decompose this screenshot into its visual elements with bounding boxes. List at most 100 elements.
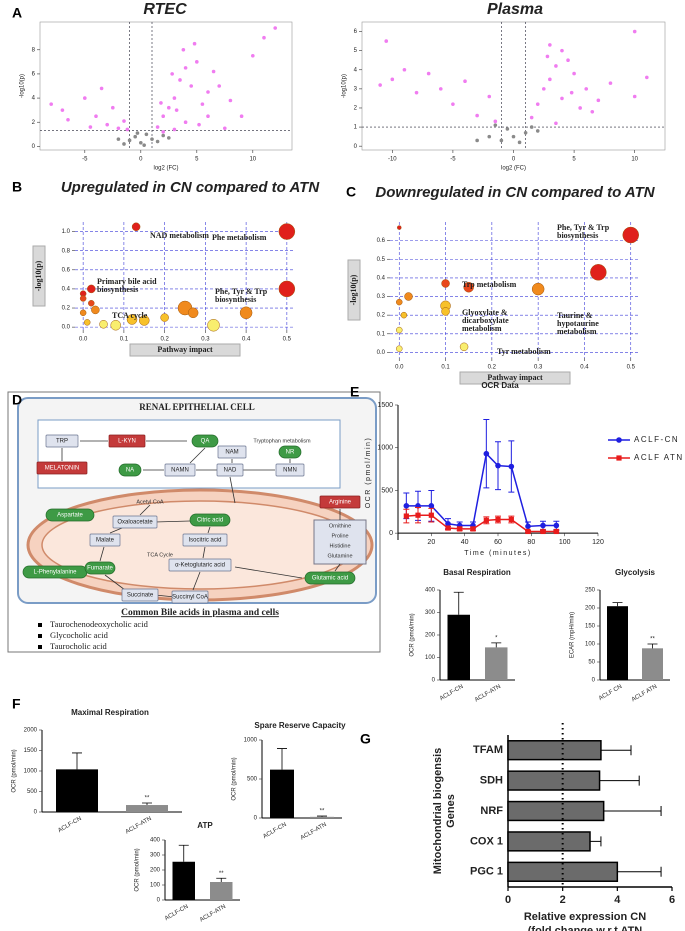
bile-acid: Glycocholic acid xyxy=(50,630,109,640)
chart-title: OCR Data xyxy=(481,381,519,390)
y-tick-label: 8 xyxy=(32,47,36,53)
y-tick-label: 5 xyxy=(354,48,358,54)
marker xyxy=(483,517,489,523)
point xyxy=(608,81,613,85)
y-tick-label: 400 xyxy=(150,838,161,844)
node-box xyxy=(182,533,228,547)
error-bar xyxy=(142,802,152,806)
y-tick-label: 1000 xyxy=(244,738,258,744)
y-tick-label: 0.4 xyxy=(377,275,386,281)
y-axis-label: OCR (pmol/min) xyxy=(365,437,372,509)
x-tick-label: 10 xyxy=(631,157,638,163)
point xyxy=(548,43,552,47)
point xyxy=(135,131,140,135)
marker xyxy=(445,525,451,531)
y-tick-label: 0 xyxy=(254,816,258,822)
y-tick-label: 200 xyxy=(150,868,161,874)
node-box xyxy=(189,513,231,527)
point xyxy=(60,108,65,112)
point xyxy=(493,119,498,124)
x-tick-label: 0.5 xyxy=(283,337,292,343)
bubble xyxy=(590,264,607,281)
marker xyxy=(495,462,501,469)
point xyxy=(584,87,589,91)
point xyxy=(94,114,98,118)
point xyxy=(133,134,137,139)
y-tick-label: SDH xyxy=(480,775,503,787)
y-tick-label: 500 xyxy=(27,789,38,795)
point xyxy=(554,121,558,126)
chart-title: Upregulated in CN compared to ATN xyxy=(61,179,321,196)
x-tick-label: ACLF-ATN xyxy=(125,816,153,836)
y-tick-label: 0.5 xyxy=(377,257,386,263)
node-label: α-Ketoglutaric acid xyxy=(175,563,225,569)
point xyxy=(83,96,87,100)
point xyxy=(211,69,216,74)
x-tick-label: 0 xyxy=(512,157,516,163)
point xyxy=(189,84,193,88)
y-tick-label: 2000 xyxy=(24,728,38,734)
point xyxy=(217,84,221,88)
bubble xyxy=(441,279,450,288)
point xyxy=(150,137,154,141)
node-label: NA xyxy=(126,468,134,474)
x-tick-label: ACLF-ATN xyxy=(199,904,227,924)
point xyxy=(125,127,130,132)
marker xyxy=(415,512,421,518)
point xyxy=(99,86,104,91)
annotation: Glyoxylate & xyxy=(462,308,508,317)
y-tick-label: 4 xyxy=(354,67,358,73)
node-label: MELATONIN xyxy=(45,466,79,472)
x-tick-label: 0.0 xyxy=(395,365,404,371)
node-box xyxy=(171,590,209,604)
y-tick-label: 500 xyxy=(381,487,393,494)
y-tick-label: 1000 xyxy=(377,445,393,452)
x-tick-label: 0.2 xyxy=(160,337,169,343)
panel-label: A xyxy=(12,5,22,21)
point xyxy=(111,105,115,110)
point xyxy=(451,102,455,106)
bubble xyxy=(396,326,403,334)
annotation: biosynthesis xyxy=(215,295,256,304)
point xyxy=(632,94,637,99)
annotation: biosynthesis xyxy=(97,285,138,294)
y-tick-label: 2 xyxy=(354,106,358,112)
bubble xyxy=(278,223,296,240)
bubble xyxy=(126,314,138,325)
y-axis-label: OCR (pmol/min) xyxy=(232,757,238,800)
point xyxy=(192,41,197,46)
node-label: Glutamine xyxy=(327,553,352,559)
annotation: Phe metabolism xyxy=(212,233,267,242)
x-tick-label: 0.2 xyxy=(488,365,497,371)
y-tick-label: 1000 xyxy=(24,769,38,775)
point xyxy=(155,139,160,144)
bubble xyxy=(139,315,150,326)
node-label: Malate xyxy=(96,538,115,544)
point xyxy=(569,90,574,95)
significance: ** xyxy=(650,637,655,643)
y-axis-label: OCR (pmol/min) xyxy=(12,749,18,792)
x-tick-label: 2 xyxy=(560,894,566,906)
x-tick-label: 0.4 xyxy=(242,337,251,343)
point xyxy=(487,94,492,99)
point xyxy=(475,138,479,143)
node-box xyxy=(45,434,79,448)
y-tick-label: 0.8 xyxy=(62,248,71,254)
bar xyxy=(507,740,602,761)
point xyxy=(170,72,174,76)
x-tick-label: ACLF ATN xyxy=(631,684,658,703)
y-tick-label: 0 xyxy=(432,678,436,684)
point xyxy=(116,137,121,141)
panel-label: D xyxy=(12,392,22,408)
chart-title: Plasma xyxy=(487,1,543,18)
point xyxy=(159,101,163,105)
bubble xyxy=(91,305,100,315)
error-bar xyxy=(603,806,662,816)
y-axis-label: -log10(p) xyxy=(34,260,43,291)
y-tick-label: 0 xyxy=(592,678,596,684)
y-tick-label: 250 xyxy=(585,588,596,594)
bubble xyxy=(88,299,95,307)
marker xyxy=(403,513,409,519)
point xyxy=(142,143,146,147)
